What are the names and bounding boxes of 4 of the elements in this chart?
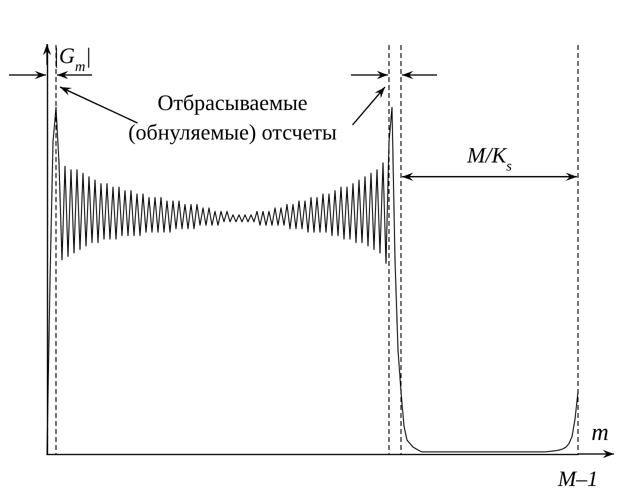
x-axis-title: m — [591, 420, 609, 446]
annotation: Отбрасываемые (обнуляемые) отсчеты — [128, 90, 338, 145]
text: M–1 — [556, 466, 598, 491]
annotation: M/K$_{s}$ — [466, 142, 512, 175]
